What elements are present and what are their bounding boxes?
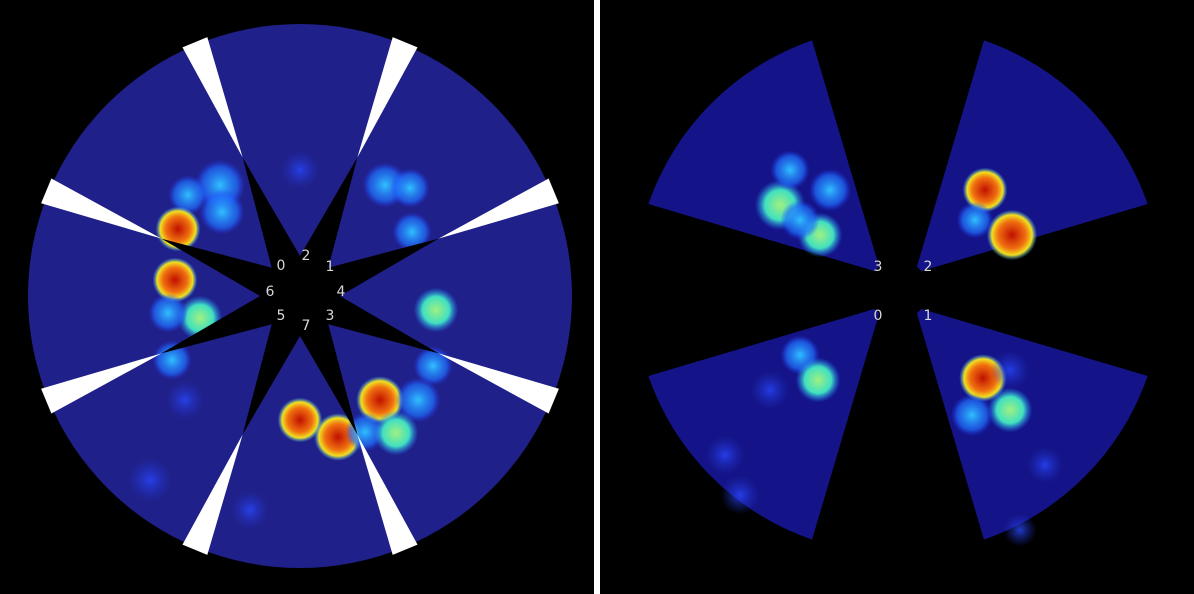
right-panel [600, 0, 1194, 594]
heat-blob [390, 168, 429, 207]
sensor-label: 1 [924, 308, 933, 324]
sensor-label: 6 [266, 284, 275, 300]
heat-blob [987, 210, 1037, 260]
heat-blob [951, 394, 993, 436]
heat-blob [957, 202, 993, 238]
heat-blob [1027, 447, 1063, 483]
screen: 012345670123 [0, 0, 1194, 594]
heat-blob [770, 150, 809, 189]
heat-blob [988, 388, 1033, 433]
heat-blob [148, 293, 187, 332]
heat-blob [280, 150, 319, 189]
heat-blob [796, 358, 841, 403]
sensor-label: 5 [277, 308, 286, 324]
heat-blob [165, 380, 204, 419]
page: 012345670123 (() => { const data = JSON.… [0, 0, 1194, 594]
sensor-label: 3 [874, 259, 883, 275]
heat-blob [128, 458, 173, 503]
sensor-label: 2 [302, 248, 311, 264]
heat-blob [705, 435, 744, 474]
heat-blob [230, 490, 269, 529]
heat-blob [750, 370, 789, 409]
sensor-label: 7 [302, 318, 311, 334]
heat-blob [809, 169, 851, 211]
sensor-label: 0 [874, 308, 883, 324]
sensor-label: 2 [924, 259, 933, 275]
heat-blob [414, 288, 459, 333]
sensor-label: 3 [326, 308, 335, 324]
heat-blob [1003, 513, 1037, 547]
heat-blob [780, 200, 819, 239]
heat-blob [720, 475, 759, 514]
sensor-label: 4 [337, 284, 346, 300]
sensor-label: 0 [277, 258, 286, 274]
heat-blob [990, 350, 1029, 389]
heat-blob [374, 411, 419, 456]
sensor-label: 1 [326, 259, 335, 275]
